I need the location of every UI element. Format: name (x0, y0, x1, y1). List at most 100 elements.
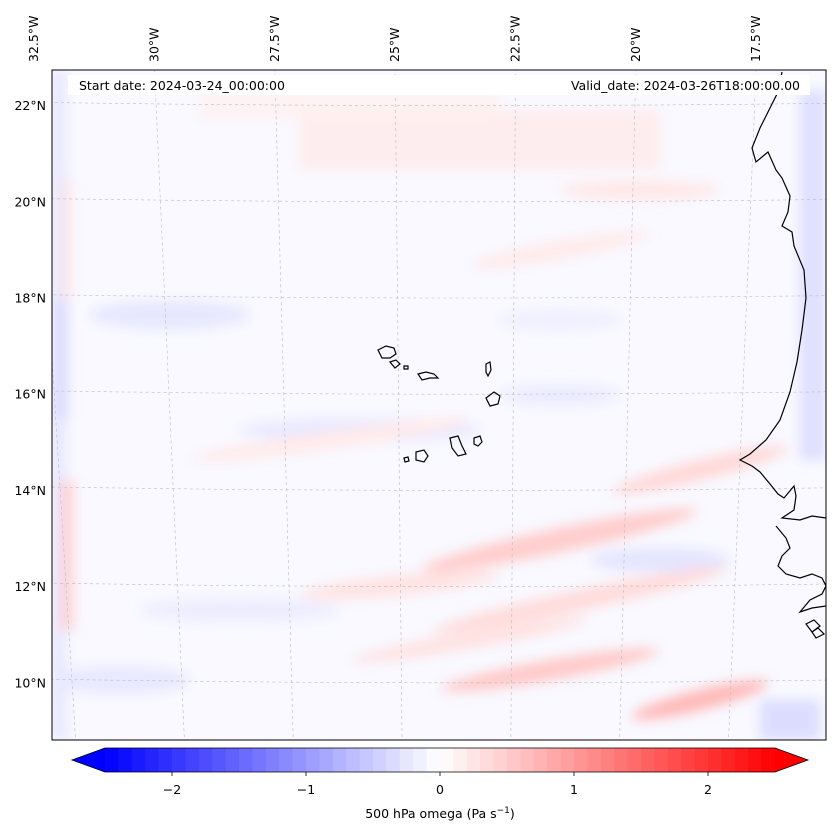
colorbar-tick-label: 2 (704, 782, 712, 797)
colorbar-segment (373, 748, 387, 772)
colorbar-segment (386, 748, 401, 772)
lon-label: 25°W (387, 27, 402, 62)
colorbar-segment (480, 748, 495, 772)
colorbar-segment (158, 748, 173, 772)
colorbar-segment (681, 748, 696, 772)
island-maio (473, 435, 483, 447)
colorbar-segment (413, 748, 428, 772)
colorbar-segment (654, 748, 669, 772)
island-brava (403, 456, 410, 463)
colorbar: −2 −1 0 1 2 (70, 747, 810, 797)
colorbar-segment (547, 748, 562, 772)
meridian-gridline (619, 70, 637, 740)
colorbar-segment (533, 748, 548, 772)
colorbar-segment (131, 748, 146, 772)
colorbar-segment (399, 748, 414, 772)
colorbar-tick-label: −1 (297, 782, 315, 797)
colorbar-segment (105, 748, 119, 772)
colorbar-segment (212, 748, 227, 772)
island-sao-nicolau (417, 371, 440, 381)
colorbar-segment (239, 748, 253, 772)
colorbar-segment (694, 748, 709, 772)
latitude-labels: 22°N 20°N 18°N 16°N 14°N 12°N 10°N (14, 98, 46, 690)
colorbar-segment (493, 748, 508, 772)
map-area (52, 70, 826, 740)
lat-label: 22°N (14, 98, 46, 113)
colorbar-tick-label: 1 (570, 782, 578, 797)
colorbar-segment (734, 748, 749, 772)
colorbar-segment (225, 748, 240, 772)
colorbar-segment (708, 748, 722, 772)
colorbar-tick-label: −2 (163, 782, 181, 797)
colorbar-segment (721, 748, 736, 772)
colorbar-segment (560, 748, 575, 772)
island-santo-antao (377, 345, 397, 359)
colorbar-segment (587, 748, 602, 772)
colorbar-segment (627, 748, 642, 772)
parallel-gridline (52, 486, 826, 491)
colorbar-segment (600, 748, 615, 772)
lat-label: 10°N (14, 675, 46, 690)
colorbar-segment (306, 748, 320, 772)
colorbar-segment (145, 748, 160, 772)
header-box (68, 75, 810, 95)
coastlines (377, 71, 826, 639)
lon-label: 22.5°W (508, 16, 523, 62)
start-date-label: Start date: 2024-03-24_00:00:00 (79, 78, 285, 93)
colorbar-segment (265, 748, 280, 772)
meridian-gridline (154, 70, 185, 740)
lon-label: 17.5°W (748, 16, 763, 62)
bissagos-islands (805, 619, 826, 639)
lon-label: 20°W (628, 27, 643, 62)
meridian-gridline (394, 70, 403, 740)
lat-label: 18°N (14, 291, 46, 306)
meridian-gridline (728, 70, 757, 740)
lat-label: 20°N (14, 194, 46, 209)
colorbar-segment (614, 748, 629, 772)
colorbar-segment (426, 748, 441, 772)
island-fogo (415, 449, 429, 463)
colorbar-segment (252, 748, 267, 772)
lon-label: 32.5°W (26, 16, 41, 62)
colorbar-segment (279, 748, 294, 772)
island-sal (485, 361, 492, 378)
colorbar-segment (319, 748, 334, 772)
valid-date-label: Valid_date: 2024-03-26T18:00:00.00 (571, 78, 800, 93)
colorbar-segment (748, 748, 763, 772)
colorbar-segment (641, 748, 655, 772)
parallel-gridline (52, 678, 826, 684)
colorbar-segment (198, 748, 213, 772)
colorbar-segment (667, 748, 682, 772)
parallel-gridline (52, 102, 826, 106)
colorbar-segment (466, 748, 481, 772)
lon-label: 27.5°W (267, 16, 282, 62)
island-sao-vicente (388, 359, 401, 369)
colorbar-segment (332, 748, 347, 772)
colorbar-segment (359, 748, 374, 772)
colorbar-segment (574, 748, 588, 772)
lat-label: 12°N (14, 579, 46, 594)
colorbar-tick-label: 0 (436, 782, 444, 797)
colorbar-extend-high (775, 748, 808, 772)
colorbar-outline (70, 747, 810, 773)
island-santiago (449, 435, 467, 457)
meridian-gridline (274, 70, 294, 740)
longitude-labels: 32.5°W 30°W 27.5°W 25°W 22.5°W 20°W 17.5°W (26, 16, 763, 62)
colorbar-segment (118, 748, 133, 772)
lat-label: 16°N (14, 387, 46, 402)
parallel-gridline (0, 773, 837, 779)
parallel-gridline (0, 3, 837, 9)
colorbar-extend-low (72, 748, 105, 772)
lat-label: 14°N (14, 483, 46, 498)
colorbar-segment (346, 748, 361, 772)
graticule (0, 3, 837, 779)
meridian-gridline (52, 352, 76, 740)
meridian-gridline (510, 70, 516, 740)
africa-coastline (738, 71, 826, 614)
colorbar-segment (507, 748, 521, 772)
lon-label: 30°W (146, 27, 161, 62)
colorbar-segment (292, 748, 307, 772)
parallel-gridline (52, 582, 826, 587)
colorbar-segment (761, 748, 776, 772)
